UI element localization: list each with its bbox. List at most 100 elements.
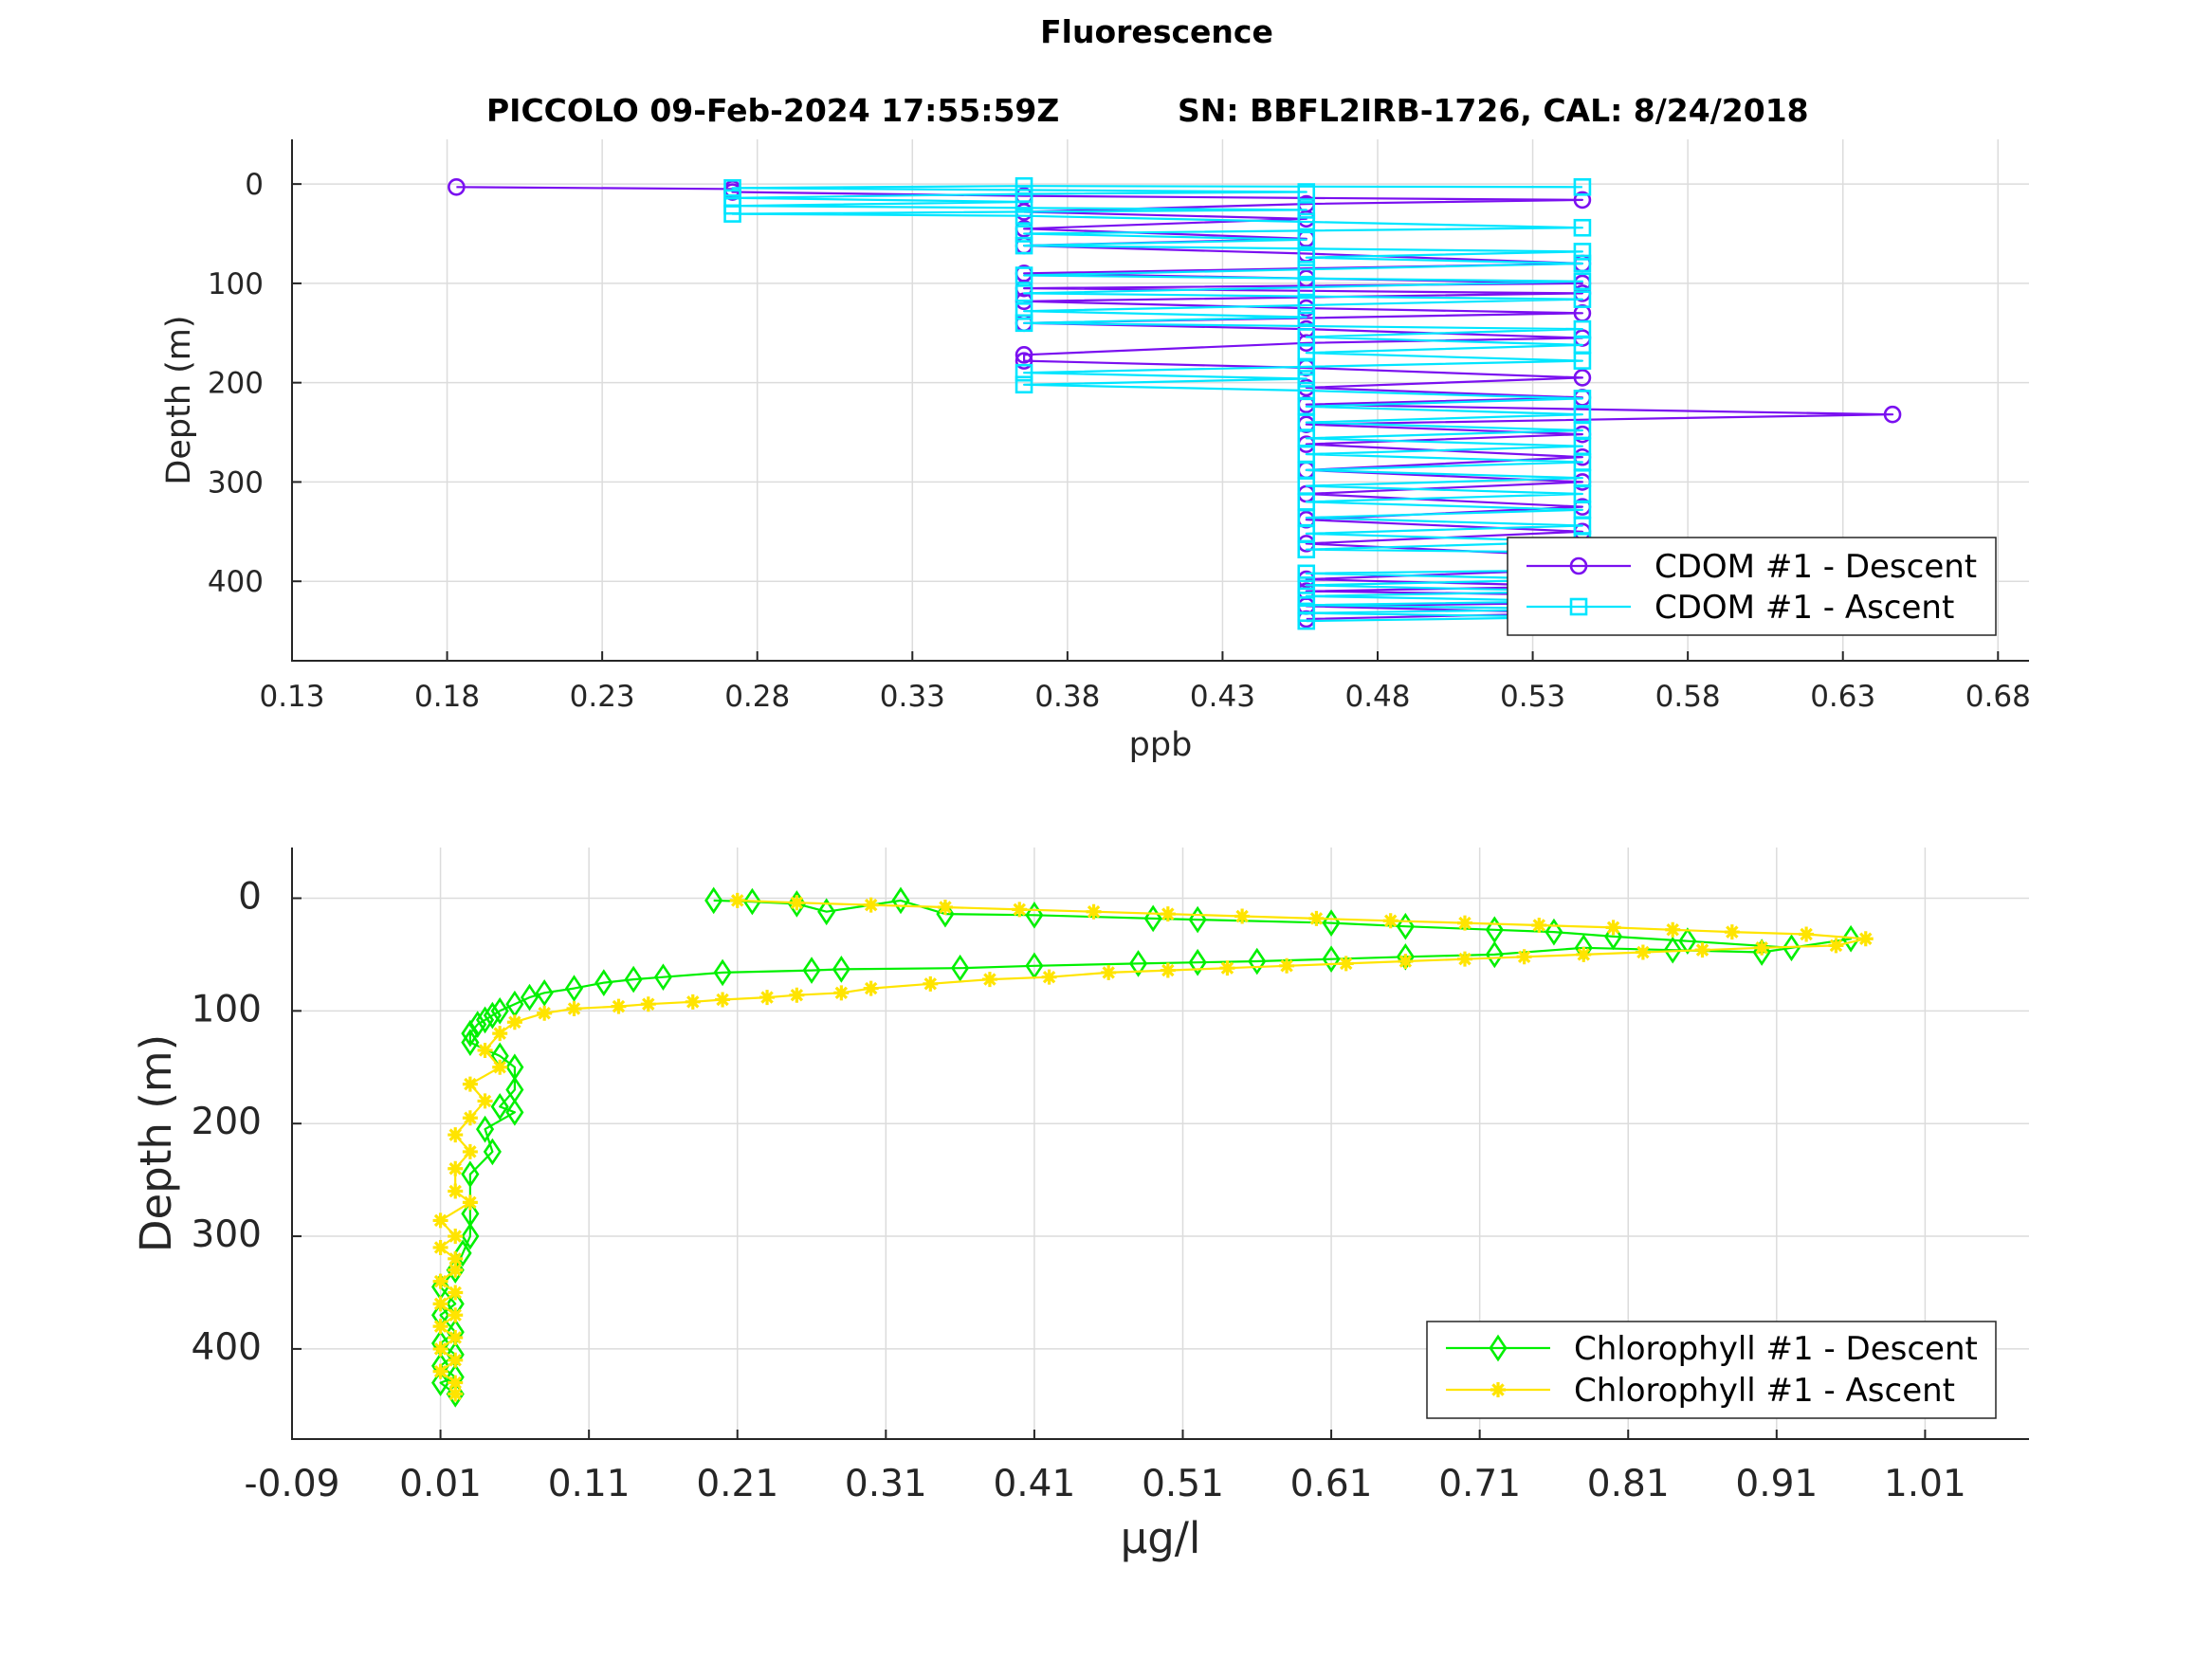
legend-entry: CDOM #1 - Ascent [1654,589,1954,627]
data-point [461,1029,480,1056]
data-point [640,996,656,1012]
data-point [1828,938,1844,954]
data-point [1782,934,1801,962]
data-point [1456,951,1472,967]
data-point [787,890,806,918]
y-tick-label: 0 [245,168,264,202]
data-point [535,978,554,1007]
data-point [1605,920,1621,936]
data-point [1219,960,1235,976]
data-point [789,987,805,1003]
data-point [1573,218,1592,237]
data-point [1012,902,1028,918]
data-point [461,1222,480,1250]
data-point [1015,207,1033,225]
data-point [1015,314,1033,333]
data-point [1297,230,1316,249]
data-point [1015,284,1033,302]
x-tick-label: 0.21 [696,1463,778,1505]
data-point [981,972,997,988]
series-line-0 [439,899,1853,1395]
data-point [1248,947,1267,975]
data-point [448,177,466,196]
y-tick-label: 100 [208,267,264,301]
x-tick-label: 0.31 [845,1463,927,1505]
data-point [802,957,821,984]
data-point [432,1363,448,1379]
data-point [1015,375,1033,394]
x-tick-label: 0.61 [1290,1463,1373,1505]
data-point [594,969,613,996]
data-point [492,1059,508,1075]
data-point [817,898,836,926]
data-point [1573,191,1592,210]
data-point [448,1262,464,1278]
data-point [461,1019,480,1048]
data-point [1576,946,1592,962]
x-tick-label: 0.53 [1500,680,1565,714]
data-point [1015,176,1033,195]
data-point [1297,596,1316,614]
data-point [1015,363,1033,382]
data-point [448,1127,464,1143]
data-point [432,1273,448,1289]
data-point [1297,212,1316,231]
data-point [566,1000,582,1016]
data-point [432,1340,448,1357]
data-point [1678,927,1697,955]
x-tick-label: -0.09 [245,1463,340,1505]
data-point [462,1110,478,1126]
data-point [1297,248,1316,266]
data-point [1297,576,1316,594]
data-point [492,1026,508,1042]
data-point [1531,918,1547,934]
data-point [1297,381,1316,400]
x-tick-label: 0.38 [1034,680,1100,714]
data-point [448,1375,464,1391]
data-point [1160,962,1176,978]
data-point [1694,942,1710,958]
x-tick-label: 0.11 [548,1463,631,1505]
data-point [506,1014,522,1030]
data-point [1015,266,1033,284]
data-point [448,1285,464,1301]
data-point [1015,225,1033,243]
x-tick-label: 0.51 [1142,1463,1224,1505]
data-point [1398,954,1414,970]
data-point [448,1183,464,1199]
data-point [1573,272,1592,291]
x-tick-label: 0.18 [414,680,480,714]
data-point [1297,278,1316,297]
data-point [1015,346,1033,364]
x-tick-label: 0.41 [993,1463,1075,1505]
legend-box [1507,537,1997,636]
data-point [1883,405,1902,424]
data-point [833,985,850,1001]
data-point [537,1005,553,1021]
legend-swatch-marker [1489,1334,1508,1362]
data-point [1297,201,1316,219]
data-point [453,1239,472,1267]
data-point [477,1042,493,1058]
x-tick-label: 0.28 [724,680,790,714]
data-point [1516,949,1532,965]
x-tick-label: 0.48 [1344,680,1410,714]
legend-entry: Chlorophyll #1 - Ascent [1574,1372,1955,1410]
data-point [1015,236,1033,255]
data-point [432,1319,448,1335]
y-tick-label: 400 [192,1326,262,1369]
data-point [448,1307,464,1323]
data-point [1456,915,1472,931]
legend-entry: Chlorophyll #1 - Descent [1574,1330,1978,1368]
data-point [1754,939,1770,956]
data-point [462,1143,478,1159]
data-point [1025,901,1044,929]
data-point [462,1076,478,1092]
data-point [520,983,539,1012]
data-point [1724,924,1740,940]
data-point [1234,908,1251,924]
x-axis-label: µg/l [1121,1513,1201,1563]
x-tick-label: 0.91 [1735,1463,1818,1505]
data-point [1297,296,1316,315]
